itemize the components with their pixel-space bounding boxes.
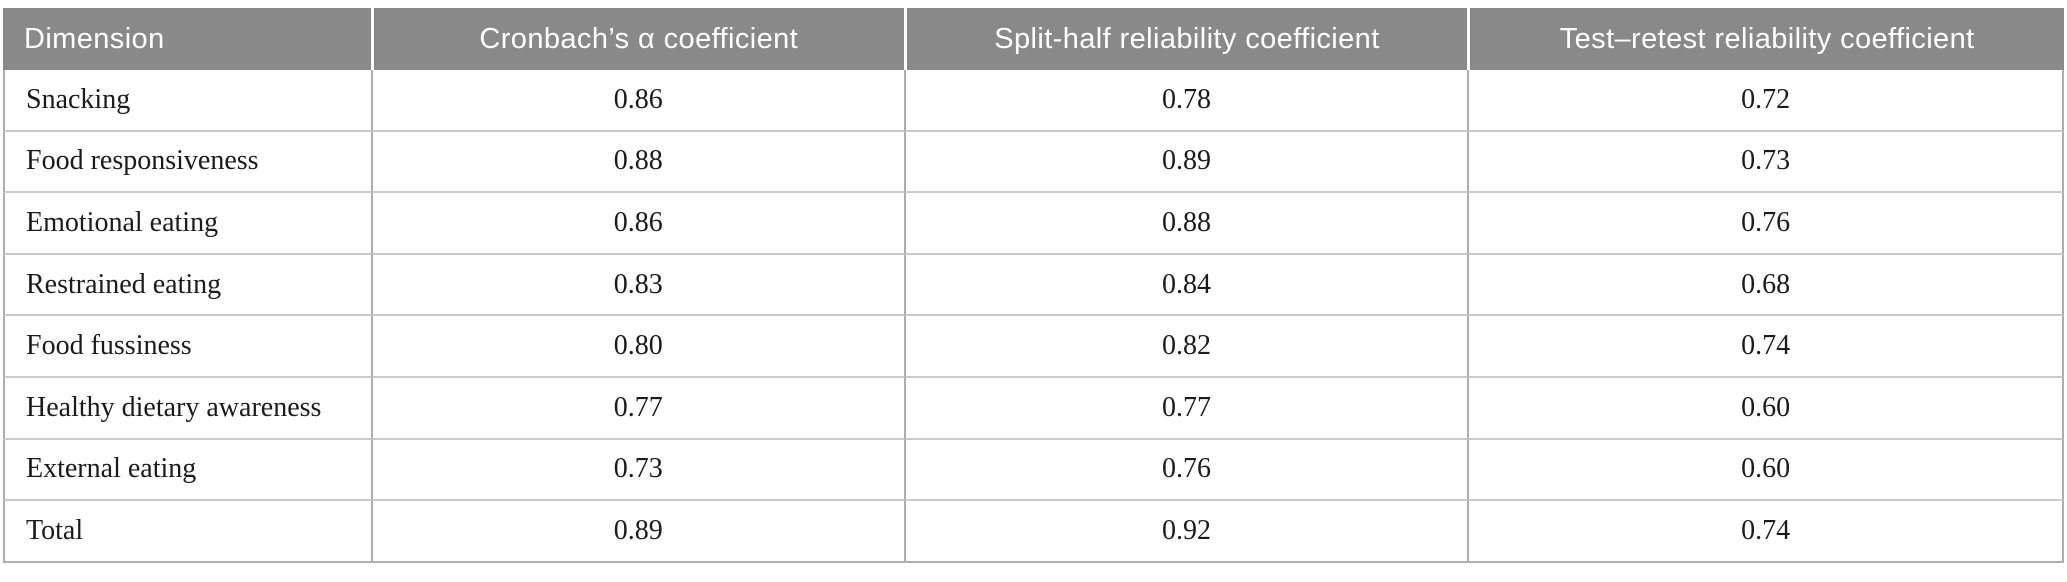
dimension-cell: External eating xyxy=(3,439,371,502)
dimension-cell: Restrained eating xyxy=(3,254,371,317)
dimension-cell: Food responsiveness xyxy=(3,131,371,194)
reliability-table: Dimension Cronbach’s α coefficient Split… xyxy=(3,8,2064,563)
value-cell: 0.74 xyxy=(1467,316,2064,378)
value-cell: 0.60 xyxy=(1467,377,2064,440)
value-cell: 0.76 xyxy=(1467,193,2064,255)
value-cell: 0.89 xyxy=(903,131,1468,194)
value-cell: 0.89 xyxy=(370,501,904,563)
value-cell: 0.78 xyxy=(903,70,1468,132)
value-cell: 0.72 xyxy=(1467,70,2064,132)
table-row-snacking: Snacking 0.86 0.78 0.72 xyxy=(3,70,2064,132)
table-row-external-eating: External eating 0.73 0.76 0.60 xyxy=(3,439,2064,502)
value-cell: 0.80 xyxy=(370,316,904,378)
header-cronbach-alpha: Cronbach’s α coefficient xyxy=(370,8,904,70)
header-split-half: Split-half reliability coefficient xyxy=(903,8,1468,70)
value-cell: 0.83 xyxy=(370,254,904,317)
header-dimension: Dimension xyxy=(3,8,371,70)
header-test-retest: Test–retest reliability coefficient xyxy=(1467,8,2064,70)
value-cell: 0.73 xyxy=(1467,131,2064,194)
value-cell: 0.84 xyxy=(903,254,1468,317)
value-cell: 0.88 xyxy=(370,131,904,194)
dimension-cell: Food fussiness xyxy=(3,316,371,378)
value-cell: 0.88 xyxy=(903,193,1468,255)
value-cell: 0.92 xyxy=(903,501,1468,563)
value-cell: 0.86 xyxy=(370,193,904,255)
value-cell: 0.86 xyxy=(370,70,904,132)
value-cell: 0.82 xyxy=(903,316,1468,378)
table-row-food-fussiness: Food fussiness 0.80 0.82 0.74 xyxy=(3,316,2064,378)
value-cell: 0.77 xyxy=(370,377,904,440)
value-cell: 0.74 xyxy=(1467,501,2064,563)
value-cell: 0.68 xyxy=(1467,254,2064,317)
value-cell: 0.73 xyxy=(370,439,904,502)
dimension-cell: Healthy dietary awareness xyxy=(3,377,371,440)
value-cell: 0.60 xyxy=(1467,439,2064,502)
value-cell: 0.76 xyxy=(903,439,1468,502)
value-cell: 0.77 xyxy=(903,377,1468,440)
table-row-restrained-eating: Restrained eating 0.83 0.84 0.68 xyxy=(3,254,2064,317)
table-row-healthy-dietary-awareness: Healthy dietary awareness 0.77 0.77 0.60 xyxy=(3,377,2064,440)
dimension-cell: Total xyxy=(3,501,371,563)
table-row-emotional-eating: Emotional eating 0.86 0.88 0.76 xyxy=(3,193,2064,255)
table-row-total: Total 0.89 0.92 0.74 xyxy=(3,501,2064,563)
header-row: Dimension Cronbach’s α coefficient Split… xyxy=(3,8,2064,70)
reliability-table-figure: Dimension Cronbach’s α coefficient Split… xyxy=(3,8,2064,563)
dimension-cell: Emotional eating xyxy=(3,193,371,255)
table-row-food-responsiveness: Food responsiveness 0.88 0.89 0.73 xyxy=(3,131,2064,194)
dimension-cell: Snacking xyxy=(3,70,371,132)
